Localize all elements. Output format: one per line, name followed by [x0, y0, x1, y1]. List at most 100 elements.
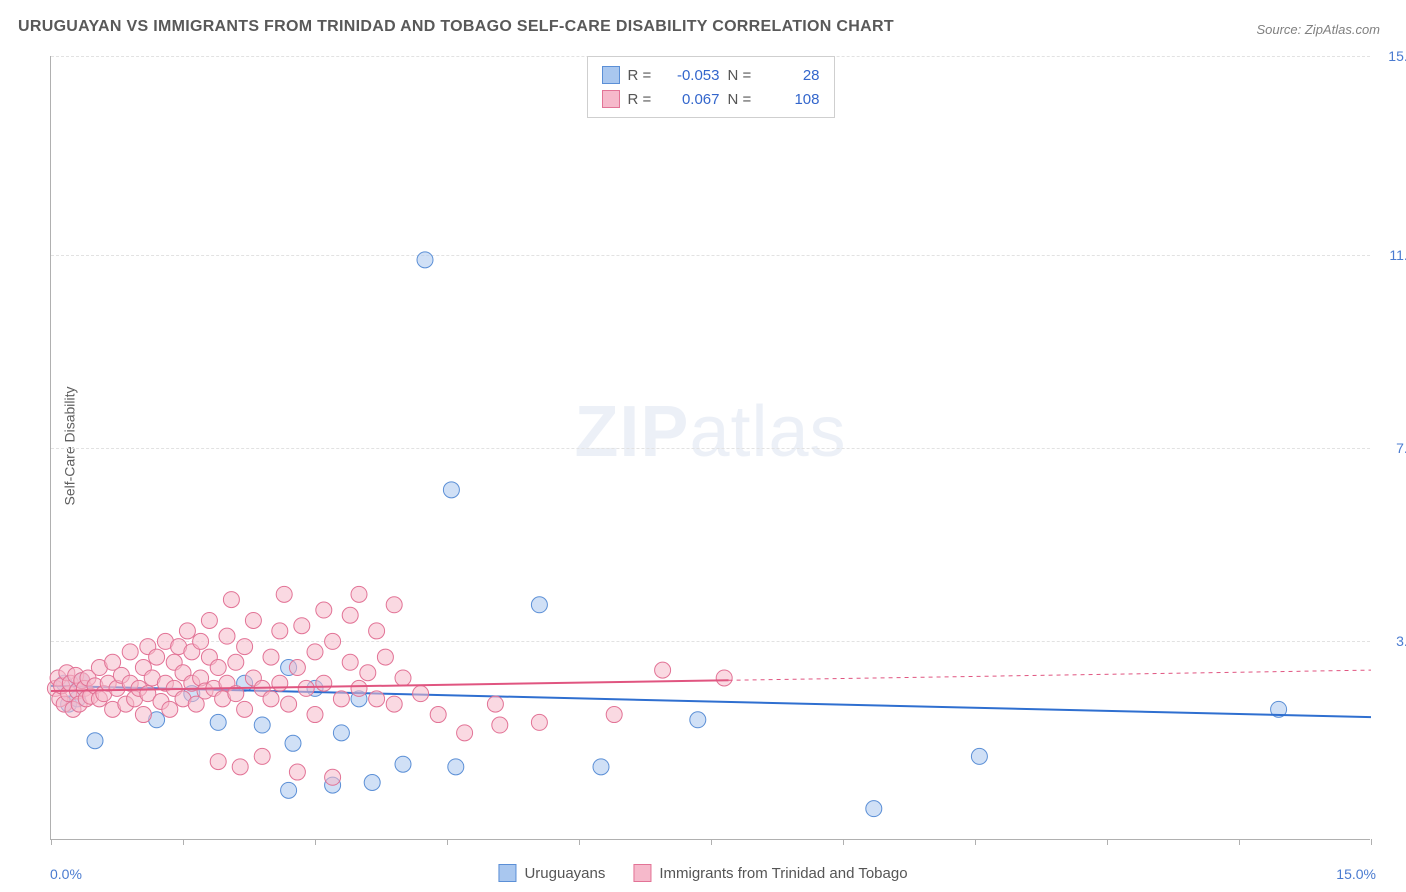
- data-point-immigrants-from-trinidad-and-tobago: [307, 644, 323, 660]
- data-point-immigrants-from-trinidad-and-tobago: [276, 586, 292, 602]
- stat-r-label: R =: [628, 67, 656, 84]
- stat-n-label: N =: [728, 91, 756, 108]
- data-point-immigrants-from-trinidad-and-tobago: [162, 701, 178, 717]
- data-point-immigrants-from-trinidad-and-tobago: [237, 701, 253, 717]
- chart-svg: [51, 56, 1370, 839]
- data-point-immigrants-from-trinidad-and-tobago: [351, 586, 367, 602]
- data-point-uruguayans: [87, 733, 103, 749]
- stat-r-value-1: 0.067: [664, 91, 720, 108]
- y-tick-label: 15.0%: [1388, 48, 1406, 64]
- data-point-immigrants-from-trinidad-and-tobago: [289, 764, 305, 780]
- data-point-immigrants-from-trinidad-and-tobago: [122, 644, 138, 660]
- data-point-immigrants-from-trinidad-and-tobago: [386, 597, 402, 613]
- data-point-uruguayans: [971, 748, 987, 764]
- data-point-immigrants-from-trinidad-and-tobago: [351, 680, 367, 696]
- data-point-immigrants-from-trinidad-and-tobago: [179, 623, 195, 639]
- data-point-immigrants-from-trinidad-and-tobago: [237, 639, 253, 655]
- data-point-immigrants-from-trinidad-and-tobago: [655, 662, 671, 678]
- legend-label-1: Immigrants from Trinidad and Tobago: [659, 865, 907, 882]
- x-tick: [1371, 839, 1372, 845]
- data-point-uruguayans: [333, 725, 349, 741]
- x-tick: [975, 839, 976, 845]
- data-point-uruguayans: [690, 712, 706, 728]
- stats-row-series-0: R = -0.053 N = 28: [602, 63, 820, 87]
- source-attribution: Source: ZipAtlas.com: [1256, 22, 1380, 37]
- data-point-immigrants-from-trinidad-and-tobago: [316, 675, 332, 691]
- data-point-uruguayans: [866, 801, 882, 817]
- data-point-uruguayans: [364, 775, 380, 791]
- data-point-immigrants-from-trinidad-and-tobago: [531, 714, 547, 730]
- stat-r-value-0: -0.053: [664, 67, 720, 84]
- chart-title: URUGUAYAN VS IMMIGRANTS FROM TRINIDAD AN…: [18, 18, 894, 36]
- data-point-immigrants-from-trinidad-and-tobago: [263, 691, 279, 707]
- data-point-immigrants-from-trinidad-and-tobago: [193, 633, 209, 649]
- x-tick: [51, 839, 52, 845]
- data-point-immigrants-from-trinidad-and-tobago: [369, 691, 385, 707]
- data-point-immigrants-from-trinidad-and-tobago: [289, 660, 305, 676]
- data-point-immigrants-from-trinidad-and-tobago: [316, 602, 332, 618]
- data-point-immigrants-from-trinidad-and-tobago: [369, 623, 385, 639]
- data-point-immigrants-from-trinidad-and-tobago: [254, 748, 270, 764]
- data-point-immigrants-from-trinidad-and-tobago: [360, 665, 376, 681]
- swatch-series-1: [602, 90, 620, 108]
- y-tick-label: 7.5%: [1396, 440, 1406, 456]
- data-point-uruguayans: [281, 782, 297, 798]
- x-tick: [1239, 839, 1240, 845]
- data-point-immigrants-from-trinidad-and-tobago: [606, 707, 622, 723]
- legend-label-0: Uruguayans: [524, 865, 605, 882]
- x-tick: [1107, 839, 1108, 845]
- stats-row-series-1: R = 0.067 N = 108: [602, 87, 820, 111]
- data-point-immigrants-from-trinidad-and-tobago: [325, 633, 341, 649]
- data-point-immigrants-from-trinidad-and-tobago: [457, 725, 473, 741]
- data-point-uruguayans: [531, 597, 547, 613]
- data-point-immigrants-from-trinidad-and-tobago: [487, 696, 503, 712]
- stat-n-value-0: 28: [764, 67, 820, 84]
- data-point-immigrants-from-trinidad-and-tobago: [413, 686, 429, 702]
- data-point-immigrants-from-trinidad-and-tobago: [210, 754, 226, 770]
- data-point-uruguayans: [254, 717, 270, 733]
- y-tick-label: 3.8%: [1396, 633, 1406, 649]
- x-tick: [447, 839, 448, 845]
- data-point-immigrants-from-trinidad-and-tobago: [342, 654, 358, 670]
- data-point-immigrants-from-trinidad-and-tobago: [232, 759, 248, 775]
- data-point-uruguayans: [593, 759, 609, 775]
- bottom-legend: Uruguayans Immigrants from Trinidad and …: [498, 864, 907, 882]
- data-point-immigrants-from-trinidad-and-tobago: [272, 675, 288, 691]
- data-point-immigrants-from-trinidad-and-tobago: [263, 649, 279, 665]
- data-point-immigrants-from-trinidad-and-tobago: [386, 696, 402, 712]
- data-point-immigrants-from-trinidad-and-tobago: [342, 607, 358, 623]
- data-point-immigrants-from-trinidad-and-tobago: [210, 660, 226, 676]
- x-tick: [711, 839, 712, 845]
- data-point-uruguayans: [285, 735, 301, 751]
- data-point-immigrants-from-trinidad-and-tobago: [201, 612, 217, 628]
- data-point-immigrants-from-trinidad-and-tobago: [294, 618, 310, 634]
- data-point-immigrants-from-trinidad-and-tobago: [245, 612, 261, 628]
- data-point-immigrants-from-trinidad-and-tobago: [281, 696, 297, 712]
- data-point-immigrants-from-trinidad-and-tobago: [272, 623, 288, 639]
- data-point-immigrants-from-trinidad-and-tobago: [333, 691, 349, 707]
- data-point-immigrants-from-trinidad-and-tobago: [492, 717, 508, 733]
- data-point-uruguayans: [417, 252, 433, 268]
- stat-n-label: N =: [728, 67, 756, 84]
- x-axis-label-right: 15.0%: [1336, 866, 1376, 882]
- data-point-immigrants-from-trinidad-and-tobago: [395, 670, 411, 686]
- data-point-uruguayans: [395, 756, 411, 772]
- data-point-uruguayans: [448, 759, 464, 775]
- data-point-immigrants-from-trinidad-and-tobago: [298, 680, 314, 696]
- x-tick: [579, 839, 580, 845]
- data-point-immigrants-from-trinidad-and-tobago: [228, 654, 244, 670]
- y-tick-label: 11.2%: [1389, 247, 1406, 263]
- plot-area: ZIPatlas 3.8%7.5%11.2%15.0% R = -0.053 N…: [50, 56, 1370, 840]
- legend-swatch-1: [633, 864, 651, 882]
- legend-item-0: Uruguayans: [498, 864, 605, 882]
- data-point-immigrants-from-trinidad-and-tobago: [149, 649, 165, 665]
- data-point-immigrants-from-trinidad-and-tobago: [377, 649, 393, 665]
- stats-legend-box: R = -0.053 N = 28 R = 0.067 N = 108: [587, 56, 835, 118]
- x-tick: [183, 839, 184, 845]
- data-point-immigrants-from-trinidad-and-tobago: [135, 707, 151, 723]
- data-point-immigrants-from-trinidad-and-tobago: [223, 592, 239, 608]
- data-point-immigrants-from-trinidad-and-tobago: [219, 628, 235, 644]
- data-point-uruguayans: [443, 482, 459, 498]
- data-point-immigrants-from-trinidad-and-tobago: [307, 707, 323, 723]
- legend-swatch-0: [498, 864, 516, 882]
